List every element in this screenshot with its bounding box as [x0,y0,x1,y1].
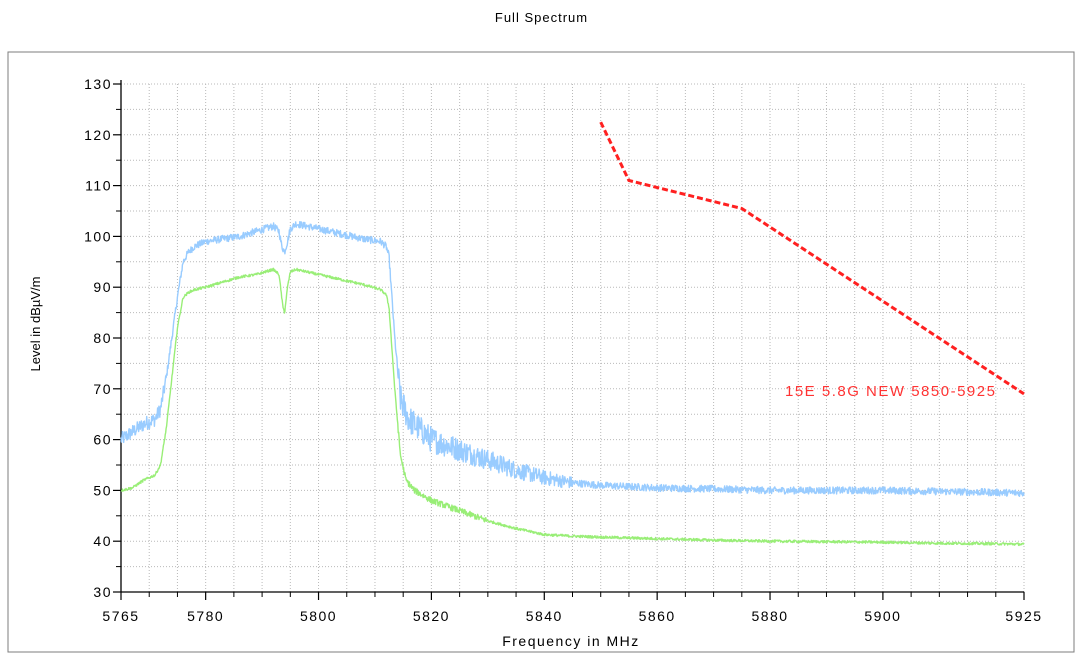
y-tick-label: 70 [93,381,112,397]
y-tick-label: 90 [93,279,112,295]
y-tick-label: 120 [84,127,112,143]
x-tick-label: 5860 [639,608,676,624]
plot-frame [7,51,1075,653]
x-tick-label: 5900 [864,608,901,624]
axes: 30 40 50 60 70 80 90 100 110 120 130 5765 5780 5800 58… [84,76,1042,624]
y-tick-label: 100 [84,228,112,244]
limit-layer: 15E 5.8G NEW 5850-5925 [599,121,1025,400]
grid [121,83,1025,592]
series-line-1 [120,220,1025,497]
x-tick-label: 5765 [102,608,139,624]
x-tick-label: 5840 [526,608,563,624]
y-tick-label: 110 [85,178,112,194]
series-layer [120,220,1025,547]
chart-title: Full Spectrum [494,10,589,25]
y-tick-label: 60 [93,432,112,448]
y-axis-label: Level in dBµV/m [28,277,43,372]
y-tick-label: 40 [93,533,112,549]
series-line-2 [120,267,1025,547]
y-tick-label: 50 [93,482,112,498]
y-tick-label: 80 [93,330,112,346]
x-tick-label: 5880 [751,608,788,624]
x-tick-label: 5780 [187,608,224,624]
x-tick-label: 5925 [1005,608,1042,624]
y-tick-label: 130 [84,76,112,92]
limit-line-label: 15E 5.8G NEW 5850-5925 [785,383,996,400]
x-axis-label: Frequency in MHz [502,633,640,649]
limit-line [599,121,1025,396]
y-tick-label: 30 [93,584,112,600]
x-tick-label: 5820 [413,608,450,624]
x-tick-label: 5800 [300,608,337,624]
